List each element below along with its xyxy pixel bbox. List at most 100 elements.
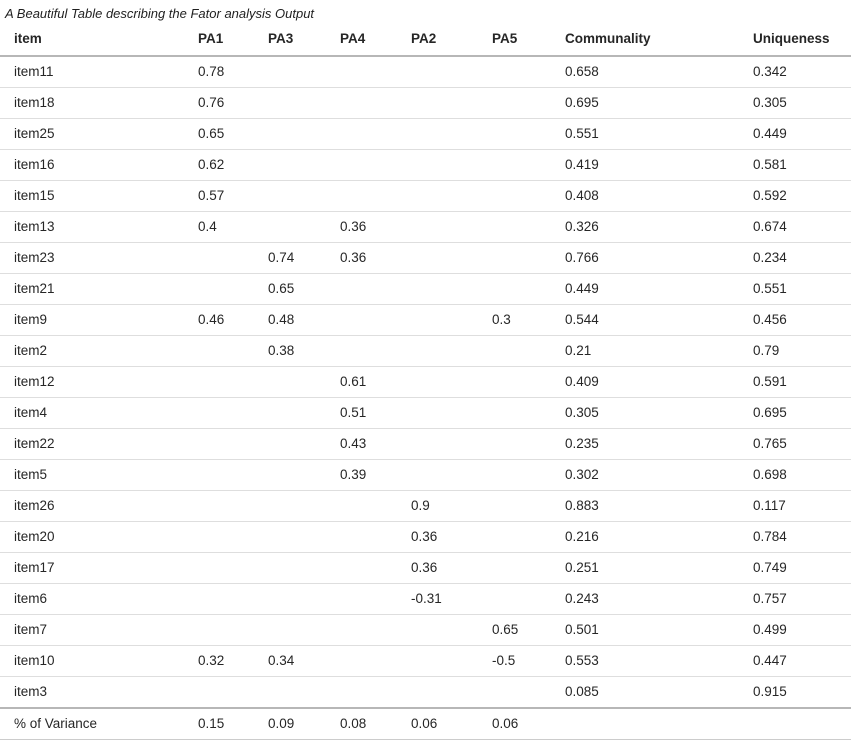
cell-pa2: 0.36 <box>411 529 438 544</box>
cell-pa1: 0.65 <box>198 126 225 141</box>
cell-pa3 <box>268 491 340 522</box>
cell-pa2 <box>411 212 492 243</box>
item-label: item25 <box>14 126 55 141</box>
cell-pa1 <box>198 584 268 615</box>
cell-pa2 <box>411 398 492 429</box>
column-header-pa3: PA3 <box>268 24 340 57</box>
cell-pa4 <box>340 615 411 646</box>
cell-pa1: 0.46 <box>198 312 225 327</box>
table-row: item11 0.78 0.658 0.342 <box>0 56 851 88</box>
cell-pa2 <box>411 119 492 150</box>
cell-pa3 <box>268 181 340 212</box>
cell-pa3 <box>268 150 340 181</box>
cell-communality: 0.305 <box>565 405 599 420</box>
cell-pa5 <box>492 398 565 429</box>
header-row: item PA1 PA3 PA4 PA2 PA5 Communality Uni… <box>0 24 851 57</box>
cell-pa5 <box>492 88 565 119</box>
cell-uniqueness: 0.698 <box>753 467 787 482</box>
cell-pa1 <box>198 398 268 429</box>
cell-communality: 0.251 <box>565 560 599 575</box>
table-title: A Beautiful Table describing the Fator a… <box>5 6 315 21</box>
cell-pa2: 0.9 <box>411 498 430 513</box>
cell-communality: 0.766 <box>565 250 599 265</box>
cell-pa1: 0.76 <box>198 95 225 110</box>
cell-pa4 <box>340 336 411 367</box>
cell-pa1 <box>198 553 268 584</box>
item-label: item2 <box>14 343 48 358</box>
cell-pa4 <box>340 553 411 584</box>
cell-pa3: 0.48 <box>268 312 295 327</box>
cell-pa1 <box>198 522 268 553</box>
table-row: item12 0.61 0.409 0.591 <box>0 367 851 398</box>
cell-uniqueness: 0.592 <box>753 188 787 203</box>
cell-pa3 <box>268 522 340 553</box>
item-label: item9 <box>14 312 48 327</box>
cell-pa1: 0.15 <box>198 716 225 731</box>
cell-communality: 0.419 <box>565 157 599 172</box>
cell-pa3: 0.65 <box>268 281 295 296</box>
cell-pa3 <box>268 88 340 119</box>
column-header-pa1: PA1 <box>198 24 268 57</box>
cell-pa4 <box>340 274 411 305</box>
cell-pa4: 0.36 <box>340 250 367 265</box>
factor-table-body: item11 0.78 0.658 0.342 item18 0.76 0.695 0.305… <box>0 56 851 740</box>
cell-pa4: 0.51 <box>340 405 367 420</box>
cell-uniqueness: 0.591 <box>753 374 787 389</box>
cell-pa3 <box>268 677 340 709</box>
cell-pa5: 0.65 <box>492 622 519 637</box>
column-header-pa2: PA2 <box>411 24 492 57</box>
cell-pa4 <box>340 119 411 150</box>
cell-uniqueness: 0.499 <box>753 622 787 637</box>
cell-pa5 <box>492 522 565 553</box>
cell-pa2 <box>411 677 492 709</box>
column-header-pa4: PA4 <box>340 24 411 57</box>
cell-communality: 0.408 <box>565 188 599 203</box>
cell-pa5 <box>492 243 565 274</box>
cell-pa5 <box>492 150 565 181</box>
cell-pa2 <box>411 88 492 119</box>
cell-pa1: 0.78 <box>198 64 225 79</box>
cell-communality: 0.21 <box>565 343 592 358</box>
cell-pa5 <box>492 274 565 305</box>
cell-uniqueness: 0.456 <box>753 312 787 327</box>
cell-pa3: 0.74 <box>268 250 295 265</box>
cell-uniqueness: 0.915 <box>753 684 787 699</box>
cell-pa3 <box>268 119 340 150</box>
table-row: item15 0.57 0.408 0.592 <box>0 181 851 212</box>
item-label: item13 <box>14 219 55 234</box>
cell-pa5 <box>492 584 565 615</box>
column-header-pa5: PA5 <box>492 24 565 57</box>
cell-uniqueness: 0.234 <box>753 250 787 265</box>
cell-pa5 <box>492 181 565 212</box>
table-row: item26 0.9 0.883 0.117 <box>0 491 851 522</box>
cell-pa4: 0.36 <box>340 219 367 234</box>
item-label: item21 <box>14 281 55 296</box>
cell-uniqueness: 0.447 <box>753 653 787 668</box>
cell-pa3: 0.38 <box>268 343 295 358</box>
item-label: item5 <box>14 467 48 482</box>
item-label: item10 <box>14 653 55 668</box>
column-header-uniqueness: Uniqueness <box>753 24 851 57</box>
cell-uniqueness: 0.117 <box>753 498 786 513</box>
table-row: item6 -0.31 0.243 0.757 <box>0 584 851 615</box>
item-label: item3 <box>14 684 48 699</box>
cell-pa2: 0.36 <box>411 560 438 575</box>
item-label: item12 <box>14 374 55 389</box>
cell-pa5 <box>492 336 565 367</box>
cell-pa5: -0.5 <box>492 653 516 668</box>
table-row: item18 0.76 0.695 0.305 <box>0 88 851 119</box>
cell-pa5 <box>492 212 565 243</box>
cell-pa1 <box>198 243 268 274</box>
cell-pa1 <box>198 367 268 398</box>
cell-pa1 <box>198 460 268 491</box>
cell-pa5 <box>492 677 565 709</box>
cell-pa3 <box>268 553 340 584</box>
cell-pa1: 0.62 <box>198 157 225 172</box>
cell-pa4 <box>340 150 411 181</box>
table-row: item2 0.38 0.21 0.79 <box>0 336 851 367</box>
item-label: item16 <box>14 157 55 172</box>
cell-pa3 <box>268 212 340 243</box>
cell-communality: 0.085 <box>565 684 599 699</box>
table-row: item3 0.085 0.915 <box>0 677 851 709</box>
cell-communality: 0.235 <box>565 436 599 451</box>
